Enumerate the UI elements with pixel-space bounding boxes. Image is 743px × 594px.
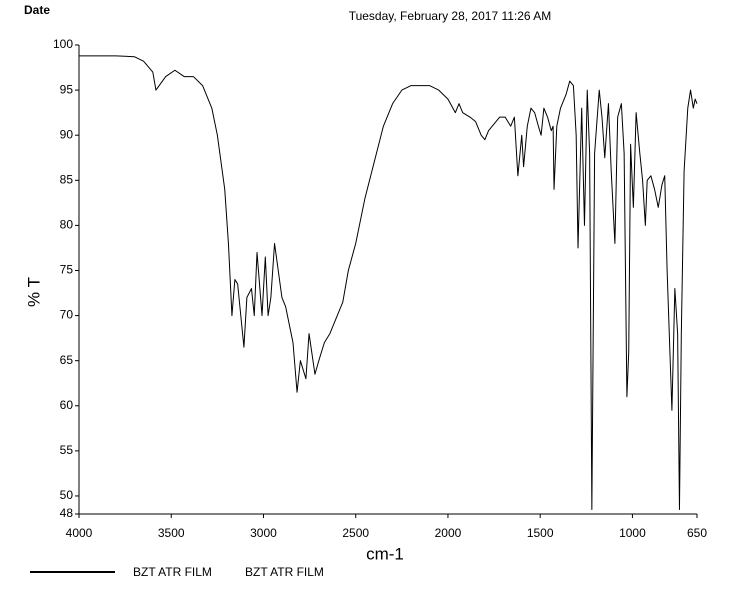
x-tick-label: 650 [687,526,707,540]
y-tick-label: 100 [53,37,73,51]
x-tick-label: 2000 [435,526,462,540]
y-tick-label: 55 [60,443,74,457]
y-tick-label: 65 [60,353,74,367]
y-tick-label: 48 [60,506,74,520]
y-tick-label: 95 [60,82,74,96]
y-tick-label: 80 [60,218,74,232]
legend-label: BZT ATR FILM [133,565,212,579]
x-tick-label: 1500 [527,526,554,540]
y-tick-label: 50 [60,488,74,502]
x-tick-label: 3500 [158,526,185,540]
x-tick-label: 3000 [250,526,277,540]
y-tick-label: 90 [60,127,74,141]
spectrum-line [79,55,698,510]
x-axis-label: cm-1 [366,544,404,563]
chart-title: Tuesday, February 28, 2017 11:26 AM [349,9,552,23]
y-tick-label: 85 [60,172,74,186]
header-left: Date [24,3,50,17]
x-tick-label: 2500 [342,526,369,540]
x-tick-label: 4000 [66,526,93,540]
y-axis-label: % T [24,277,43,307]
y-tick-label: 75 [60,263,74,277]
y-tick-label: 70 [60,308,74,322]
legend-sample: BZT ATR FILM [245,565,324,579]
y-tick-label: 60 [60,398,74,412]
x-tick-label: 1000 [619,526,646,540]
